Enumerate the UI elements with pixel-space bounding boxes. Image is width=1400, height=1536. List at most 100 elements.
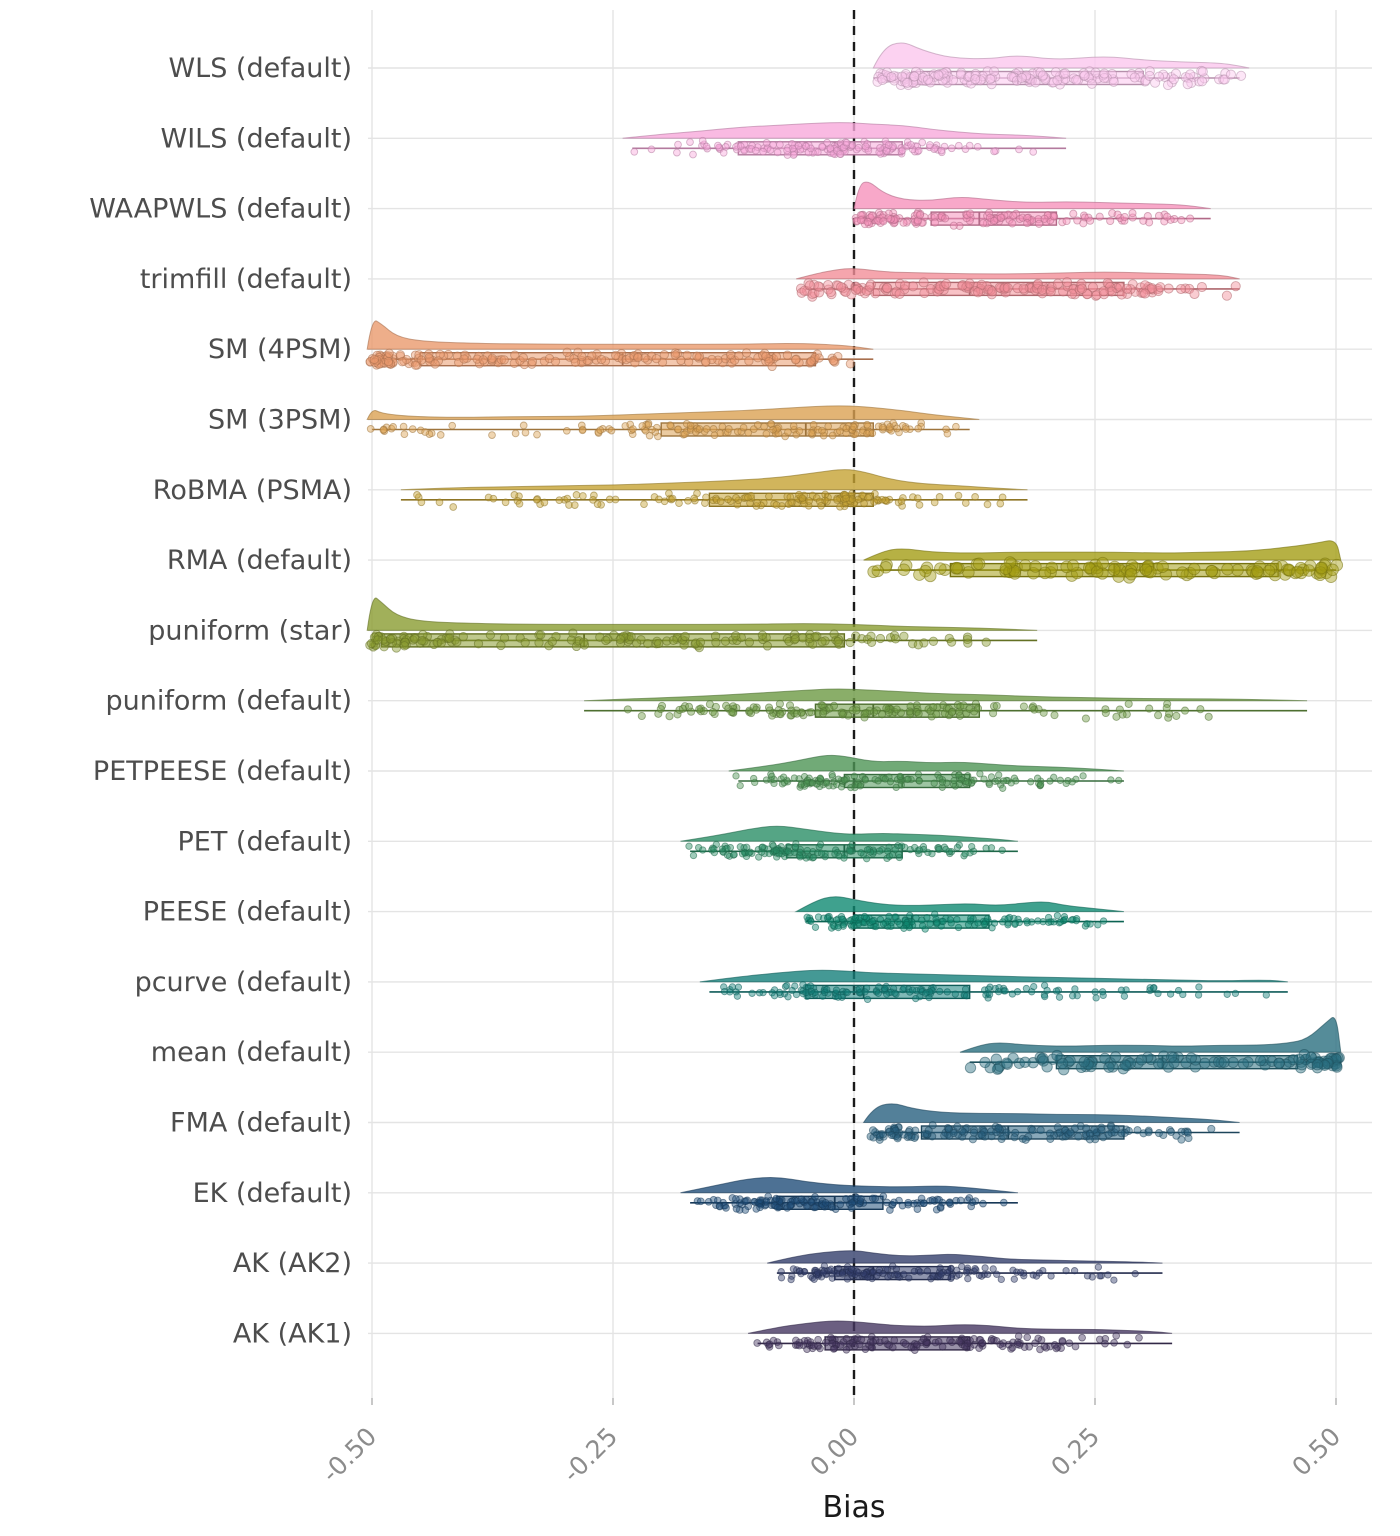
data-point [1018,283,1029,294]
y-axis-label: RMA (default) [167,545,352,576]
data-point [1016,72,1027,84]
data-point [489,494,498,503]
data-point [1163,283,1174,294]
density-violin [366,320,874,350]
data-point [1112,712,1121,721]
data-point [827,1265,835,1273]
data-point [1051,1049,1063,1062]
data-point [1166,990,1175,998]
data-point [855,985,863,993]
data-point [637,711,646,721]
data-point [1082,1124,1091,1133]
data-point [883,990,891,998]
data-point [515,499,524,508]
data-point [701,499,709,507]
data-point [774,429,783,438]
data-point [741,1206,750,1214]
data-point [478,355,488,365]
data-point [736,142,745,151]
data-point [1066,288,1078,299]
data-point [842,1345,851,1354]
data-point [871,564,885,578]
data-point [1218,1056,1230,1068]
density-violin [366,405,980,420]
data-point [709,425,718,433]
data-point [379,426,388,434]
data-point [421,428,429,436]
data-point [962,1268,970,1276]
data-point [816,840,825,849]
data-point [1117,986,1126,994]
data-point [958,1127,967,1136]
data-point [1099,68,1110,79]
data-point [607,426,616,435]
data-point [760,422,768,431]
data-point [906,425,914,434]
data-point [1175,283,1187,295]
data-point [825,704,834,713]
y-axis-label: WLS (default) [168,53,352,84]
data-point [999,784,1007,792]
data-point [572,491,581,499]
data-point [884,214,893,223]
data-point [810,1275,818,1283]
data-point [452,637,462,647]
data-point [732,1195,740,1203]
data-point [1062,216,1071,226]
data-point [939,917,947,926]
data-point [689,150,697,159]
data-point [933,919,941,927]
data-point [1179,990,1187,999]
data-point [1096,556,1109,570]
data-point [1182,79,1193,90]
data-point [1030,77,1041,88]
data-point [845,637,855,648]
data-point [899,631,909,641]
data-point [1019,702,1028,711]
data-point [1037,1052,1049,1064]
data-point [1123,1340,1132,1349]
data-point [736,781,744,790]
data-point [1250,565,1264,578]
data-point [848,495,857,503]
data-point [1000,1057,1013,1069]
data-point [1184,283,1195,294]
data-point [884,141,893,149]
data-point [1037,70,1048,81]
data-point [673,148,681,157]
data-point [834,993,842,1001]
data-point [870,288,881,299]
data-point [1001,987,1009,995]
data-point [973,142,982,151]
data-point [809,853,818,861]
data-point [851,631,861,641]
data-point [959,701,968,710]
data-point [1050,711,1059,720]
data-point [448,421,457,430]
data-point [886,423,894,431]
data-point [768,772,776,781]
data-point [383,356,394,367]
data-point [1098,289,1110,300]
data-point [719,148,728,157]
jitter-points [623,699,1213,723]
data-point [935,845,943,854]
data-point [941,214,950,223]
data-point [852,216,861,225]
data-point [814,1335,822,1344]
data-point [900,280,911,291]
data-point [892,783,900,792]
data-point [1172,711,1181,720]
data-point [784,993,792,1001]
data-point [758,848,766,856]
data-point [454,357,464,368]
data-point [1187,562,1201,576]
data-point [771,351,782,362]
data-point [1091,988,1099,996]
data-point [943,988,951,996]
data-point [555,496,564,505]
data-point [772,846,780,854]
data-point [1185,69,1196,80]
data-point [732,1204,741,1213]
data-point [914,770,923,778]
